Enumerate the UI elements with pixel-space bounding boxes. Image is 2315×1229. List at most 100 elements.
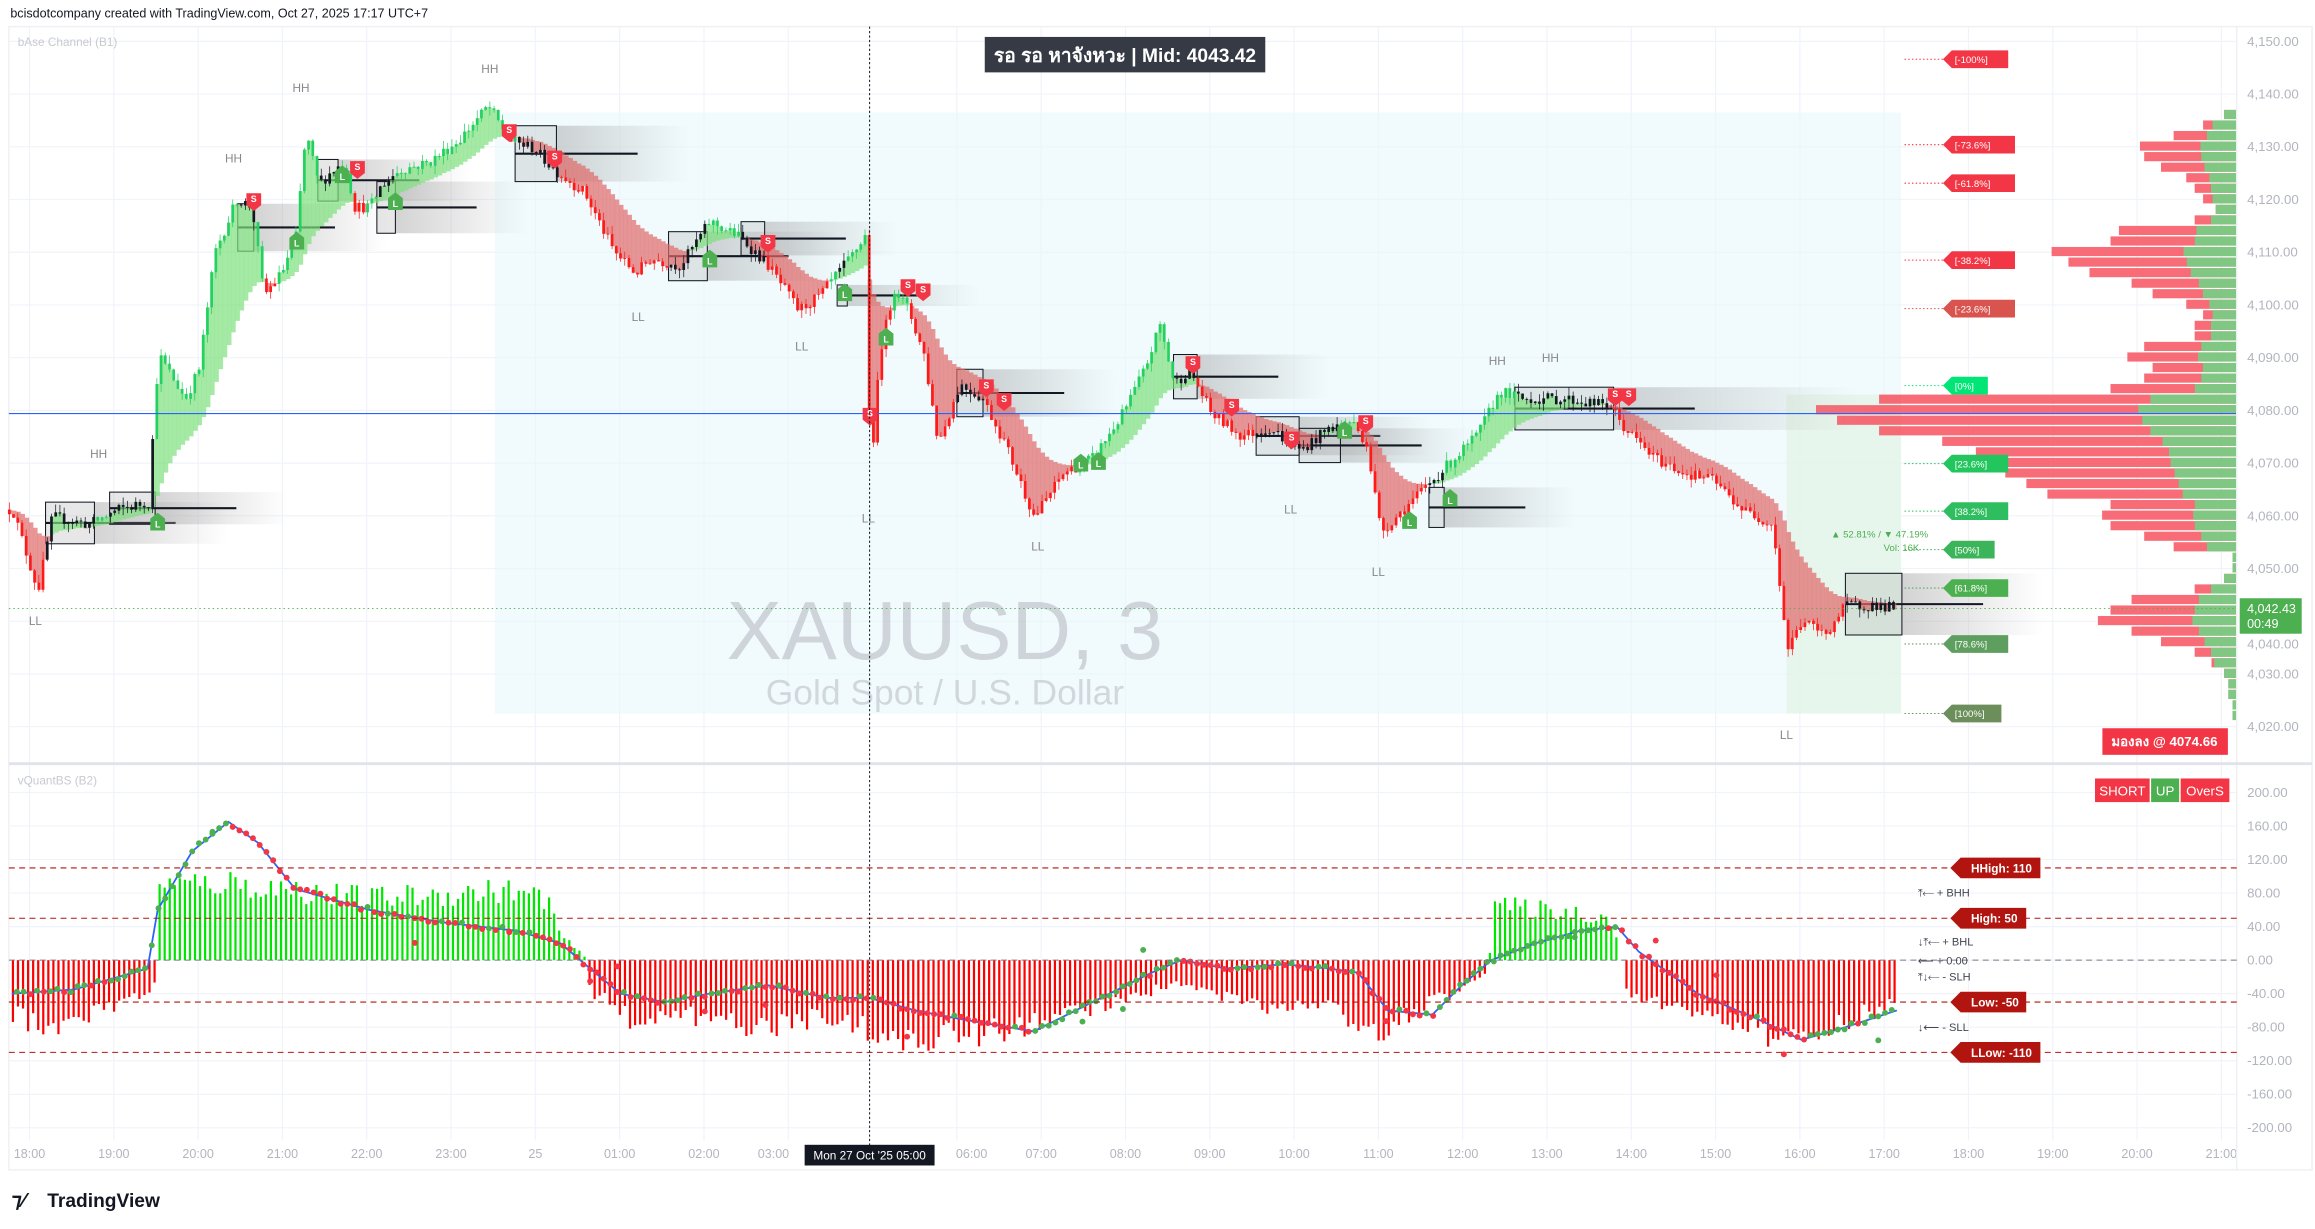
histogram-bar: [1347, 960, 1350, 1027]
trend-ribbon-segment: [100, 517, 106, 526]
candle-body: [1495, 394, 1499, 410]
main-indicator-label[interactable]: bAse Channel (B1): [18, 35, 118, 49]
fib-levels: [-100%][-73.6%][-61.8%][-38.2%][-23.6%][…: [1904, 50, 2015, 723]
candle-body: [1403, 511, 1406, 515]
histogram-bar: [1311, 960, 1314, 1004]
volume-profile-buy-bar: [2201, 373, 2237, 383]
signal-dot: [1039, 1022, 1045, 1029]
tradingview-logo[interactable]: ⁊⁄ TradingView: [12, 1189, 160, 1212]
short-signal-shape: [1358, 415, 1374, 433]
volume-profile-sell-bar: [1975, 447, 2237, 457]
candle-body: [1731, 495, 1735, 505]
candle-body: [1580, 402, 1583, 404]
trend-ribbon-segment: [838, 267, 843, 279]
signal-dot: [1369, 990, 1376, 997]
candle-body: [1474, 432, 1478, 436]
histogram-bar: [183, 879, 187, 961]
histogram-bar: [593, 960, 596, 1000]
trend-ribbon-segment: [1129, 394, 1134, 440]
candle-body: [210, 272, 213, 308]
outlier-dot: [1713, 972, 1720, 979]
candle-body: [1500, 394, 1503, 398]
candle-body: [998, 426, 1002, 439]
candle-body: [1719, 483, 1723, 487]
candle-body: [1470, 435, 1474, 444]
trend-ribbon-segment: [1660, 432, 1665, 467]
volume-profile-sell-bar: [2131, 626, 2237, 636]
signal-dot: [1275, 960, 1282, 967]
candle-body: [631, 267, 635, 273]
signal-dot: [452, 919, 459, 926]
candle-body: [1377, 492, 1381, 519]
candle-body: [1116, 424, 1120, 430]
histogram-bar: [1170, 960, 1173, 984]
trend-ribbon-segment: [1870, 601, 1876, 603]
badge-overs-text: OverS: [2186, 783, 2224, 798]
candle-body: [1297, 444, 1301, 449]
candle-body: [1356, 422, 1360, 432]
trend-ribbon-segment: [1263, 418, 1269, 434]
candle-body: [543, 149, 546, 164]
trend-ribbon-segment: [437, 156, 443, 176]
level-tag-text: HHigh: 110: [1971, 861, 2032, 875]
trend-ribbon-segment: [1778, 510, 1783, 586]
trend-ribbon-segment: [1086, 455, 1092, 465]
oscillator-label[interactable]: vQuantBS (B2): [18, 773, 97, 787]
histogram-bar: [1195, 960, 1198, 991]
trend-ribbon-segment: [998, 393, 1003, 439]
volume-profile-sell-bar: [1837, 415, 2237, 425]
outlier-dot: [1140, 947, 1147, 953]
trend-ribbon-segment: [1837, 596, 1842, 617]
trend-ribbon-segment: [560, 152, 565, 178]
histogram-bar: [1094, 960, 1097, 1003]
candle-body: [311, 140, 315, 157]
candle-body: [408, 167, 412, 174]
signal-dot: [189, 848, 196, 855]
trend-ribbon-segment: [1204, 386, 1210, 398]
candle-body: [1196, 378, 1200, 387]
histogram-bar: [1650, 960, 1653, 998]
candle-body: [943, 426, 947, 437]
histogram-bar: [32, 960, 35, 1014]
short-signal-shape: [501, 124, 517, 142]
fib-tag-text: [0%]: [1955, 381, 1974, 392]
trend-ribbon-segment: [753, 240, 759, 251]
volume-profile-sell-bar: [2110, 500, 2237, 510]
trend-ribbon-segment: [1689, 451, 1695, 480]
histogram-bar: [1407, 960, 1411, 1023]
price-axis-label: 4,080.00: [2247, 403, 2299, 418]
price-candles: [8, 101, 1895, 657]
histogram-bar: [1868, 960, 1871, 1012]
price-axis-label: 4,130.00: [2247, 139, 2299, 154]
candle-body: [1803, 622, 1807, 628]
candle-body: [1791, 637, 1794, 650]
trend-ribbon-segment: [1145, 363, 1151, 419]
volume-profile-buy-bar: [2224, 668, 2237, 678]
signal-dot: [1511, 947, 1518, 954]
candle-body: [391, 176, 395, 181]
volume-profile-sell-bar: [2161, 637, 2237, 647]
histogram-bar: [765, 960, 768, 1021]
candle-body: [1841, 604, 1845, 617]
histogram-bar: [431, 889, 434, 961]
candle-body: [1837, 616, 1841, 622]
long-signal: L: [837, 283, 853, 302]
histogram-bar: [1256, 960, 1259, 1001]
signal-dot: [364, 904, 371, 910]
candle-body: [1373, 471, 1377, 493]
trend-ribbon-segment: [1609, 405, 1615, 410]
volume-profile-buy-bar: [2150, 426, 2237, 436]
trend-ribbon-segment: [1849, 597, 1855, 603]
candle-body: [1824, 629, 1828, 634]
trend-ribbon-segment: [716, 226, 721, 241]
signal-dot: [1531, 940, 1538, 947]
histogram-bar: [1706, 960, 1709, 1011]
candle-body: [488, 107, 492, 109]
short-signal-shape: [1185, 356, 1201, 374]
trend-ribbon-segment: [631, 220, 637, 273]
signal-dot: [398, 913, 405, 920]
candle-body: [1386, 530, 1390, 532]
candle-body: [100, 517, 104, 521]
time-axis-label: 12:00: [1447, 1147, 1478, 1161]
